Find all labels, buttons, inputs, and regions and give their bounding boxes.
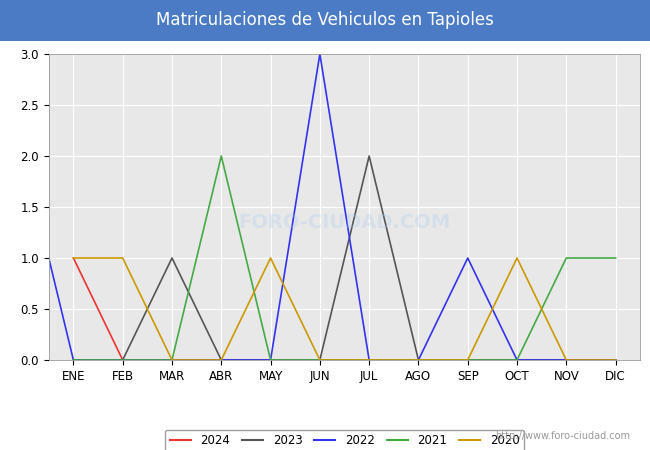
Text: http://www.foro-ciudad.com: http://www.foro-ciudad.com bbox=[495, 431, 630, 441]
Legend: 2024, 2023, 2022, 2021, 2020: 2024, 2023, 2022, 2021, 2020 bbox=[165, 430, 524, 450]
Text: FORO-CIUDAD.COM: FORO-CIUDAD.COM bbox=[239, 213, 450, 232]
Text: Matriculaciones de Vehiculos en Tapioles: Matriculaciones de Vehiculos en Tapioles bbox=[156, 11, 494, 29]
